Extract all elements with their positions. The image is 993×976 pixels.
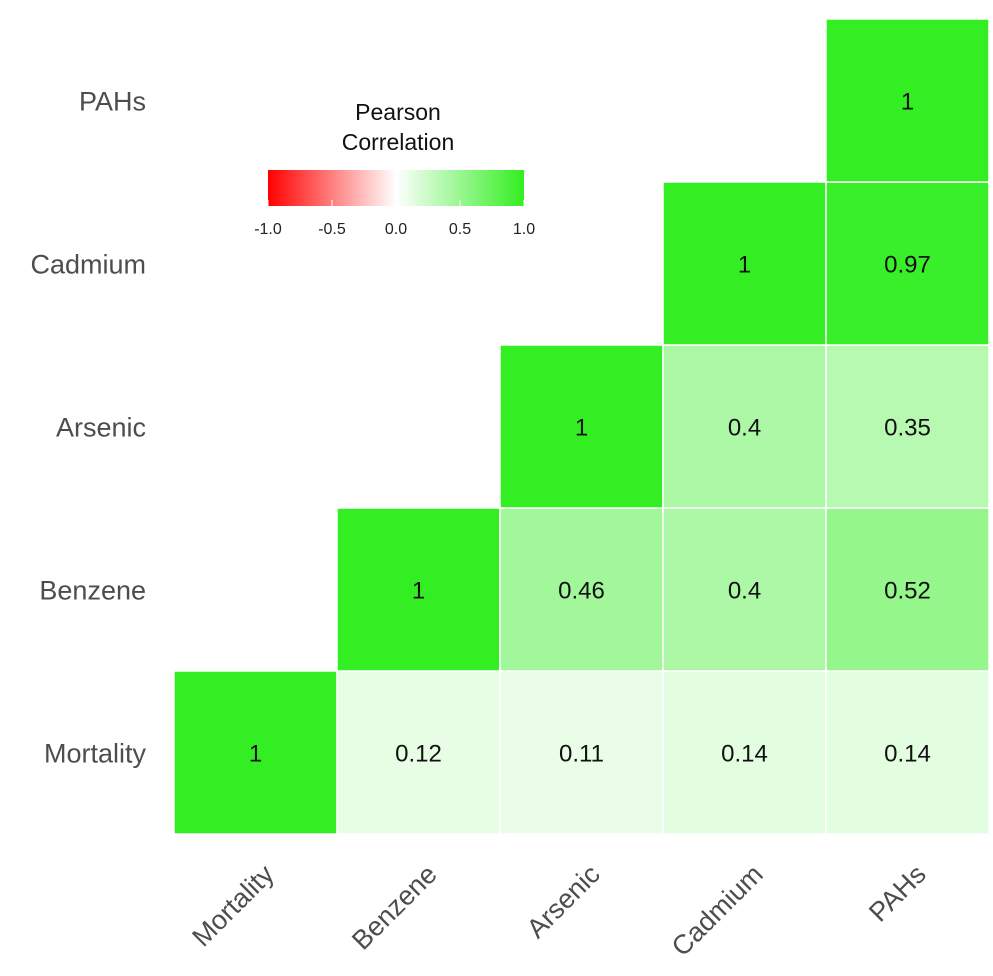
heatmap-cell-label-cadmium-pahs: 0.97 (884, 252, 931, 279)
heatmap-cell-arsenic-pahs (825, 344, 990, 509)
x-axis-label-benzene: Benzene (346, 859, 443, 956)
heatmap-cell-label-benzene-arsenic: 0.46 (558, 578, 605, 605)
heatmap-cell-label-arsenic-cadmium: 0.4 (728, 415, 761, 442)
heatmap-cell-benzene-pahs (825, 507, 990, 672)
heatmap-cell-label-mortality-mortality: 1 (249, 741, 262, 768)
heatmap-cell-label-benzene-pahs: 0.52 (884, 578, 931, 605)
heatmap-cell-label-pahs-pahs: 1 (901, 89, 914, 116)
heatmap-cell-benzene-benzene (336, 507, 501, 672)
heatmap-cell-label-benzene-cadmium: 0.4 (728, 578, 761, 605)
x-axis-labels: Mortality Benzene Arsenic Cadmium PAHs (186, 859, 931, 962)
legend-tick-label: 0.5 (449, 221, 471, 238)
legend-title-line2: Correlation (342, 129, 455, 155)
y-axis-labels: Mortality Benzene Arsenic Cadmium PAHs (30, 87, 146, 769)
legend-tick-label: 1.0 (513, 221, 535, 238)
legend-tick-label: -0.5 (318, 221, 346, 238)
heatmap-cell-pahs-pahs (825, 18, 990, 183)
heatmap-cell-label-arsenic-pahs: 0.35 (884, 415, 931, 442)
heatmap-cell-labels: 1 0.12 0.11 0.14 0.14 1 0.46 0.4 0.52 1 0.4 0.35 1 0.… (249, 89, 931, 768)
color-legend: Pearson Correlation -1.0 -0.5 0.0 0.5 1.0 (254, 99, 535, 238)
heatmap-cell-arsenic-arsenic (499, 344, 664, 509)
heatmap-cell-label-cadmium-cadmium: 1 (738, 252, 751, 279)
heatmap-cell-benzene-arsenic (499, 507, 664, 672)
x-axis-label-pahs: PAHs (863, 859, 932, 928)
y-axis-label-mortality: Mortality (44, 739, 147, 769)
heatmap-cell-mortality-benzene (336, 670, 501, 835)
heatmap-cell-mortality-pahs (825, 670, 990, 835)
heatmap-cell-label-arsenic-arsenic: 1 (575, 415, 588, 442)
heatmap-cell-label-mortality-benzene: 0.12 (395, 741, 442, 768)
heatmap-cell-label-benzene-benzene: 1 (412, 578, 425, 605)
x-axis-label-cadmium: Cadmium (666, 859, 769, 962)
heatmap-cell-mortality-mortality (173, 670, 338, 835)
x-axis-label-arsenic: Arsenic (521, 859, 606, 944)
x-axis-label-mortality: Mortality (186, 859, 280, 953)
legend-tick-label: 0.0 (385, 221, 407, 238)
heatmap-cell-label-mortality-cadmium: 0.14 (721, 741, 768, 768)
heatmap-cell-benzene-cadmium (662, 507, 827, 672)
heatmap-cell-label-mortality-arsenic: 0.11 (559, 741, 604, 768)
y-axis-label-benzene: Benzene (39, 576, 146, 606)
legend-title-line1: Pearson (355, 99, 441, 125)
legend-tick-label: -1.0 (254, 221, 282, 238)
y-axis-label-pahs: PAHs (79, 87, 146, 117)
legend-ticks: -1.0 -0.5 0.0 0.5 1.0 (254, 200, 535, 238)
y-axis-label-cadmium: Cadmium (30, 250, 146, 280)
heatmap-cell-cadmium-cadmium (662, 181, 827, 346)
heatmap-cells (173, 18, 990, 835)
heatmap-cell-mortality-cadmium (662, 670, 827, 835)
heatmap-cell-label-mortality-pahs: 0.14 (884, 741, 931, 768)
y-axis-label-arsenic: Arsenic (56, 413, 146, 443)
